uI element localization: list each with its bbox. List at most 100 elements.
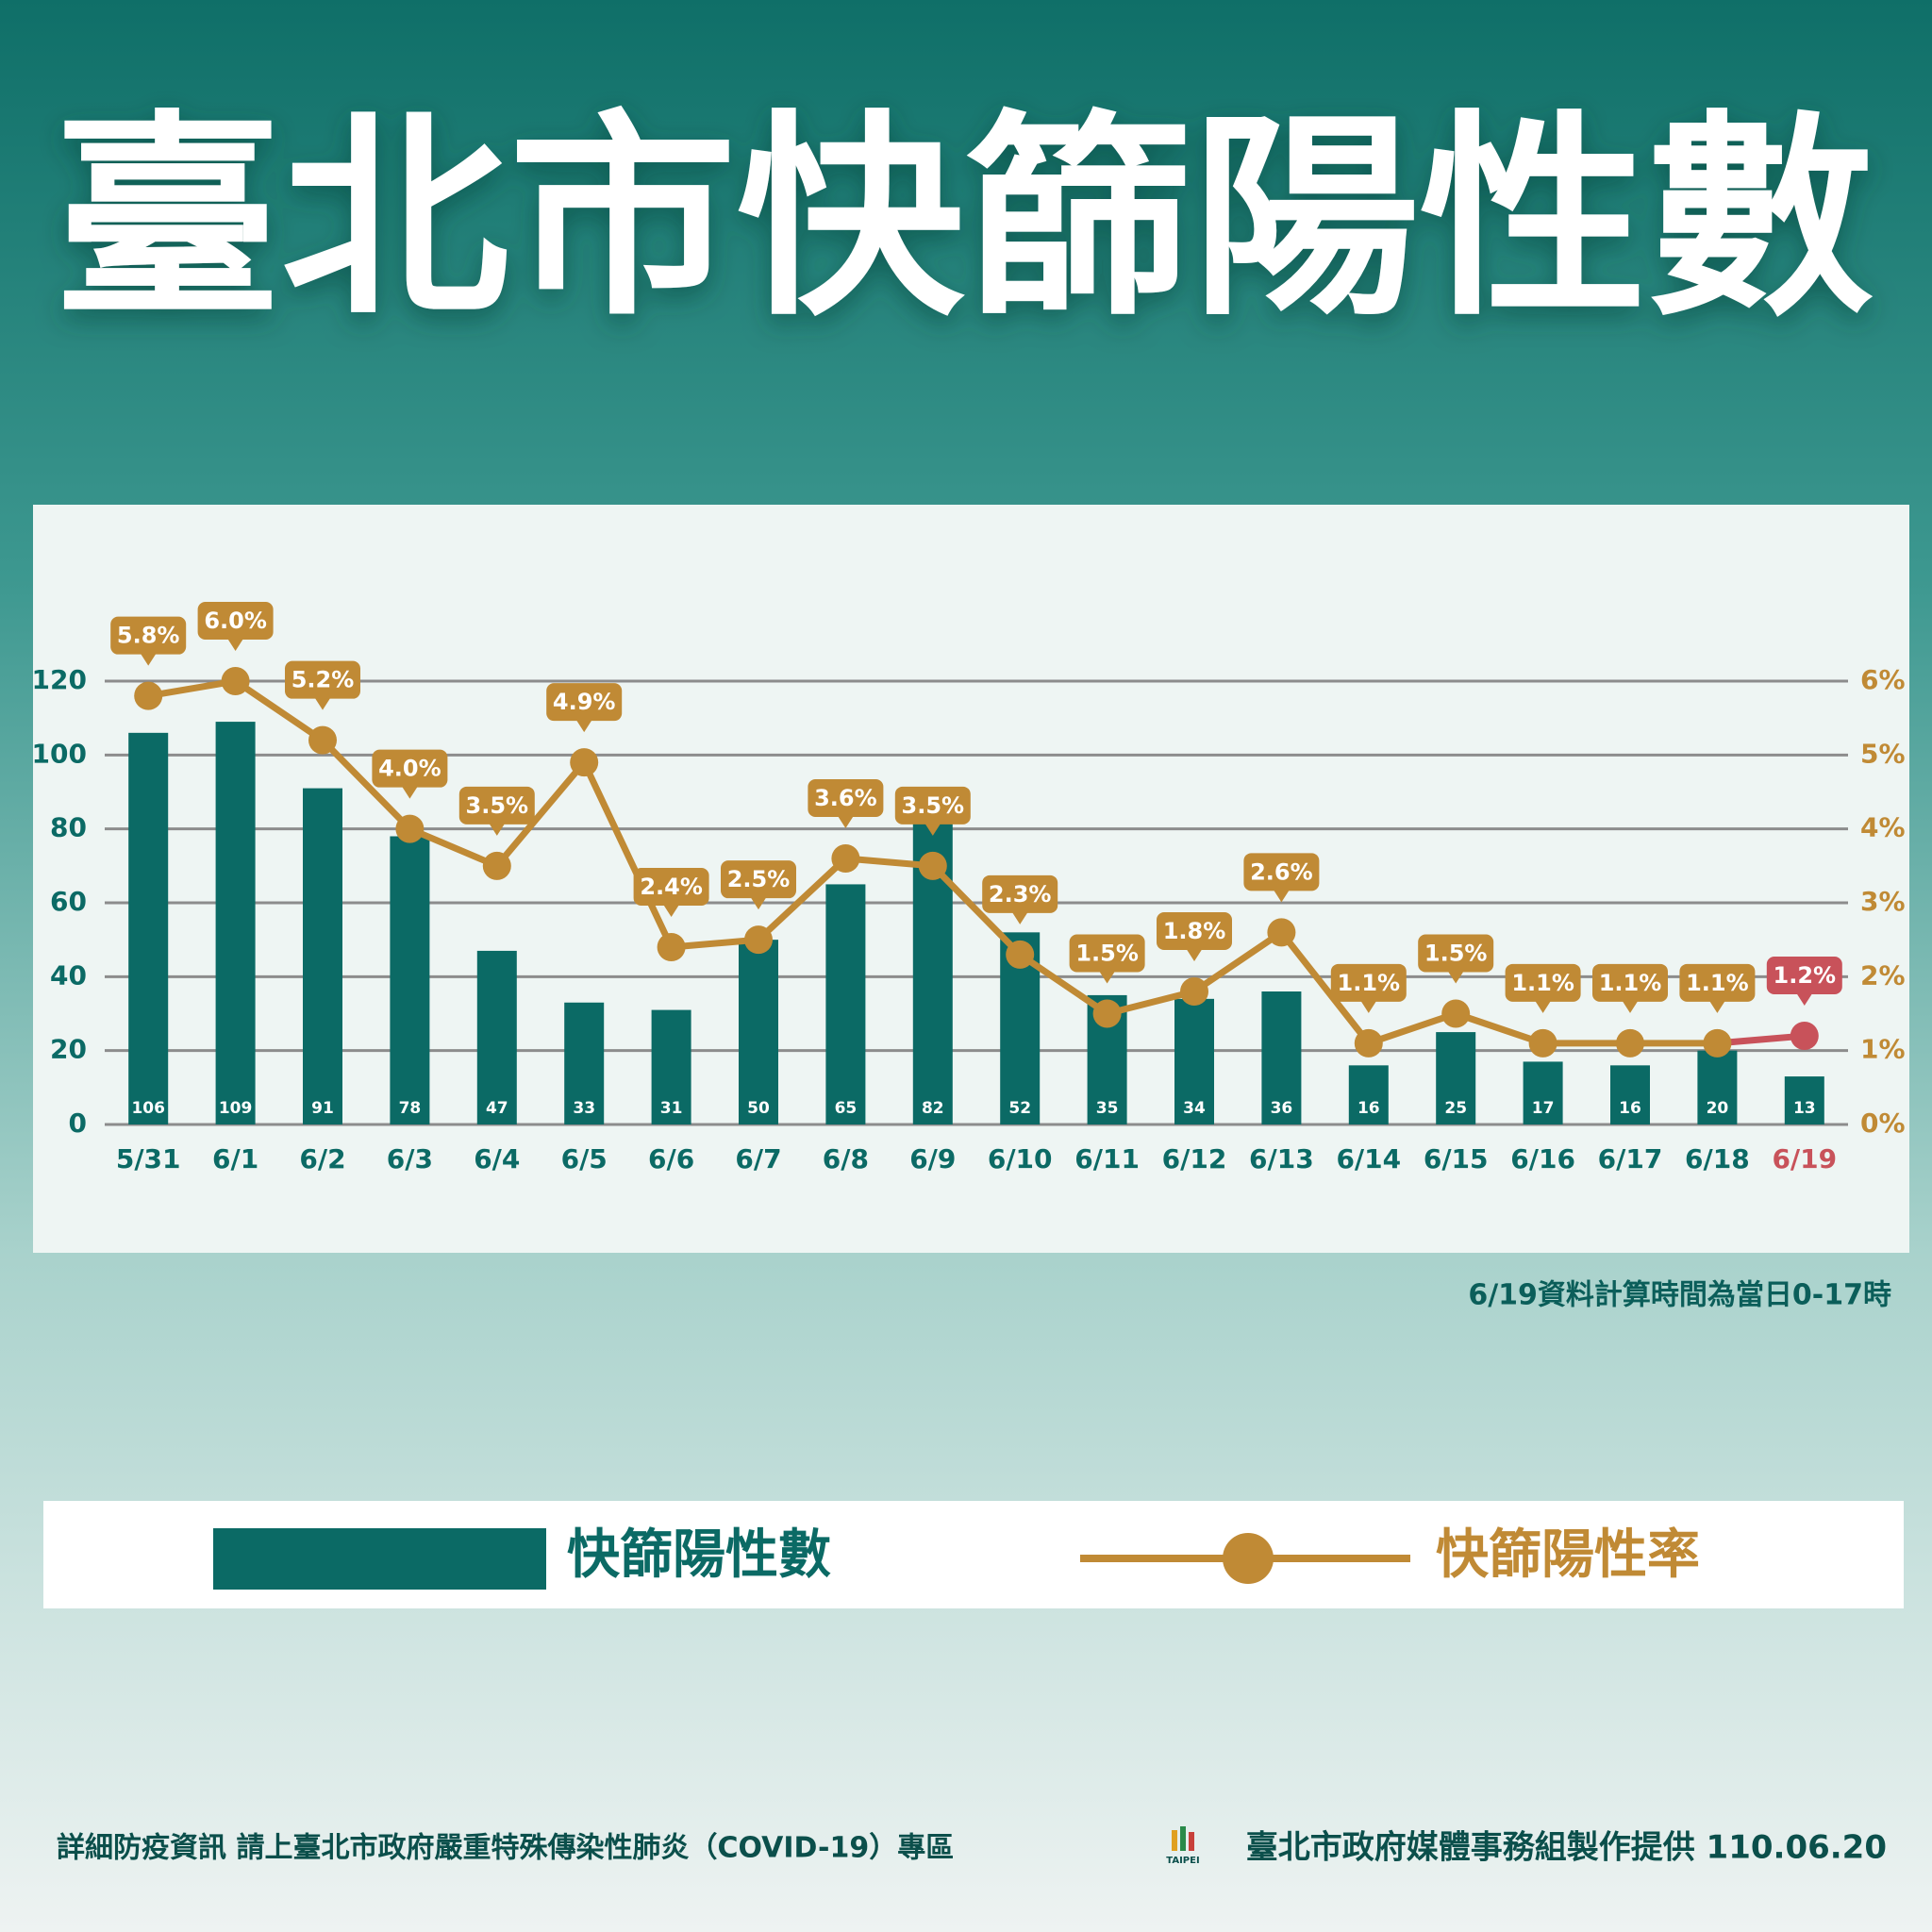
line-value-label: 4.9%	[553, 689, 616, 715]
label-box	[633, 868, 709, 906]
bar-value-label: 20	[1707, 1099, 1729, 1118]
line-point	[221, 667, 250, 695]
line-value-label: 4.0%	[378, 756, 441, 782]
y2-tick-label: 2%	[1860, 959, 1906, 991]
x-tick-label: 6/4	[474, 1143, 520, 1174]
bar	[1436, 1032, 1476, 1124]
label-pointer	[1708, 999, 1726, 1013]
line-point	[482, 851, 511, 880]
y-tick-label: 40	[50, 959, 87, 991]
label-pointer	[1622, 999, 1639, 1013]
line-value-label: 2.5%	[727, 866, 791, 892]
bar	[825, 884, 866, 1124]
y2-tick-label: 6%	[1860, 664, 1906, 695]
label-box	[1157, 912, 1232, 950]
x-tick-label: 6/16	[1510, 1143, 1575, 1174]
x-tick-label: 6/5	[561, 1143, 608, 1174]
x-tick-label: 6/3	[387, 1143, 433, 1174]
bar	[1697, 1050, 1738, 1124]
bar-value-label: 65	[835, 1099, 858, 1118]
bar-value-label: 16	[1357, 1099, 1380, 1118]
label-pointer	[1011, 910, 1029, 924]
logo-mark	[1172, 1830, 1177, 1851]
label-box	[372, 749, 448, 788]
line-point	[308, 725, 337, 755]
x-tick-label: 6/15	[1424, 1143, 1489, 1174]
line-point	[134, 681, 163, 710]
line-point	[1616, 1028, 1644, 1058]
line-value-label: 1.1%	[1599, 970, 1662, 996]
label-pointer	[837, 815, 855, 828]
line-point	[918, 851, 947, 880]
x-tick-label: 6/8	[823, 1143, 869, 1174]
line-value-label: 5.8%	[117, 623, 180, 649]
line-value-label: 1.8%	[1163, 918, 1226, 944]
bar-value-label: 50	[747, 1099, 770, 1118]
legend-swatch	[213, 1528, 546, 1590]
bar-value-label: 52	[1008, 1099, 1031, 1118]
line-point	[1092, 999, 1122, 1028]
y-tick-label: 0	[69, 1108, 87, 1139]
label-pointer	[924, 822, 941, 836]
x-tick-label: 6/1	[212, 1143, 258, 1174]
line-value-label: 6.0%	[204, 608, 267, 634]
label-pointer	[1795, 992, 1813, 1006]
label-pointer	[1359, 999, 1377, 1013]
bar	[1784, 1076, 1824, 1124]
line-point	[1790, 1022, 1819, 1050]
line-point	[744, 925, 773, 955]
bar-value-label: 34	[1183, 1099, 1206, 1118]
bar	[1174, 998, 1214, 1124]
footer-credit: 臺北市政府媒體事務組製作提供 110.06.20	[1246, 1829, 1887, 1867]
label-box	[285, 660, 360, 699]
note: 6/19資料計算時間為當日0-17時	[1468, 1279, 1891, 1312]
highlight-segment	[1717, 1032, 1806, 1047]
bar-value-label: 31	[660, 1099, 683, 1118]
bar	[739, 940, 778, 1124]
bar	[128, 732, 169, 1124]
bar	[303, 788, 342, 1124]
bar	[215, 722, 256, 1124]
x-tick-label: 6/11	[1074, 1143, 1140, 1174]
label-pointer	[140, 652, 158, 666]
line-value-label: 2.3%	[989, 881, 1052, 908]
line-value-label: 3.5%	[466, 792, 529, 819]
label-pointer	[1186, 948, 1203, 961]
label-pointer	[314, 696, 331, 710]
label-box	[1330, 963, 1407, 1002]
y2-tick-label: 5%	[1860, 738, 1906, 769]
line-value-label: 2.4%	[640, 874, 703, 900]
bar	[651, 1009, 691, 1124]
label-pointer	[226, 638, 244, 651]
label-pointer	[662, 904, 680, 917]
label-box	[1592, 963, 1668, 1002]
line-value-label: 3.6%	[814, 785, 877, 811]
label-box	[721, 860, 796, 899]
y-tick-label: 20	[50, 1034, 87, 1065]
bar-value-label: 35	[1096, 1099, 1119, 1118]
line-point	[1267, 918, 1296, 947]
label-box	[982, 874, 1058, 913]
label-box	[1505, 963, 1581, 1002]
line-point	[570, 748, 599, 777]
label-pointer	[401, 785, 419, 799]
bar-value-label: 33	[573, 1099, 595, 1118]
bar	[1261, 991, 1302, 1124]
label-box	[110, 616, 187, 655]
line-value-label: 1.1%	[1511, 970, 1574, 996]
line-value-label: 1.1%	[1686, 970, 1749, 996]
y2-tick-label: 0%	[1860, 1108, 1906, 1139]
bar	[1523, 1061, 1563, 1124]
y2-tick-label: 4%	[1860, 812, 1906, 843]
line-point	[1354, 1028, 1383, 1058]
line-value-label: 1.2%	[1774, 962, 1837, 989]
label-box	[458, 786, 535, 824]
label-box	[546, 683, 623, 722]
x-tick-label: 6/18	[1685, 1143, 1750, 1174]
bar-value-label: 13	[1793, 1099, 1816, 1118]
bar-value-label: 47	[486, 1099, 508, 1118]
y-tick-label: 120	[32, 664, 87, 695]
logo-mark	[1189, 1832, 1194, 1851]
chart-title: 臺北市快篩陽性數	[54, 93, 1874, 345]
